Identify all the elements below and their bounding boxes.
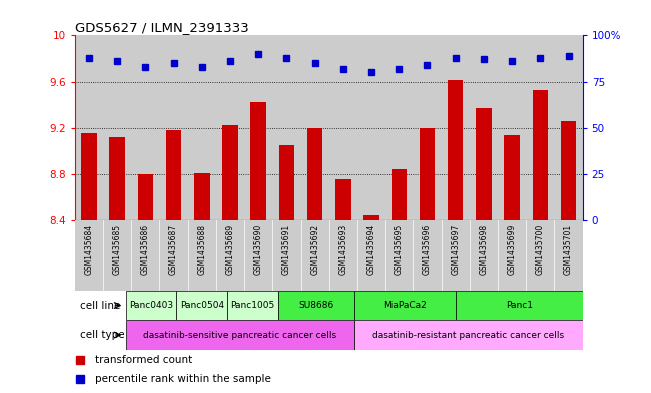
- Bar: [385, 220, 413, 291]
- Bar: [456, 291, 583, 320]
- Bar: [391, 169, 407, 220]
- Text: Panc0504: Panc0504: [180, 301, 224, 310]
- Bar: [272, 220, 301, 291]
- Bar: [159, 220, 187, 291]
- Bar: [166, 130, 182, 220]
- Bar: [75, 35, 103, 220]
- Bar: [354, 291, 456, 320]
- Bar: [159, 35, 187, 220]
- Bar: [194, 173, 210, 220]
- Text: GSM1435688: GSM1435688: [197, 224, 206, 275]
- Bar: [329, 35, 357, 220]
- Bar: [244, 35, 272, 220]
- Bar: [441, 35, 470, 220]
- Bar: [301, 220, 329, 291]
- Text: GSM1435696: GSM1435696: [423, 224, 432, 275]
- Bar: [126, 291, 176, 320]
- Text: percentile rank within the sample: percentile rank within the sample: [95, 374, 271, 384]
- Text: GSM1435686: GSM1435686: [141, 224, 150, 275]
- Text: GSM1435684: GSM1435684: [85, 224, 94, 275]
- Text: Panc1: Panc1: [506, 301, 533, 310]
- Bar: [413, 220, 441, 291]
- Bar: [441, 220, 470, 291]
- Bar: [216, 35, 244, 220]
- Bar: [354, 320, 583, 350]
- Text: GSM1435700: GSM1435700: [536, 224, 545, 275]
- Bar: [187, 220, 216, 291]
- Bar: [357, 220, 385, 291]
- Text: GSM1435699: GSM1435699: [508, 224, 517, 275]
- Text: MiaPaCa2: MiaPaCa2: [383, 301, 427, 310]
- Bar: [75, 220, 103, 291]
- Text: Panc0403: Panc0403: [129, 301, 173, 310]
- Bar: [301, 35, 329, 220]
- Bar: [561, 121, 576, 220]
- Text: cell type: cell type: [80, 330, 124, 340]
- Bar: [279, 145, 294, 220]
- Bar: [357, 35, 385, 220]
- Bar: [137, 174, 153, 220]
- Bar: [385, 35, 413, 220]
- Text: SU8686: SU8686: [298, 301, 334, 310]
- Bar: [126, 320, 354, 350]
- Bar: [363, 215, 379, 220]
- Text: GSM1435693: GSM1435693: [339, 224, 348, 275]
- Text: Panc1005: Panc1005: [230, 301, 275, 310]
- Bar: [222, 125, 238, 220]
- Text: GSM1435697: GSM1435697: [451, 224, 460, 275]
- Bar: [448, 81, 464, 220]
- Bar: [498, 35, 526, 220]
- Text: transformed count: transformed count: [95, 354, 193, 365]
- Text: GSM1435698: GSM1435698: [479, 224, 488, 275]
- Bar: [132, 220, 159, 291]
- Bar: [244, 220, 272, 291]
- Bar: [187, 35, 216, 220]
- Bar: [278, 291, 354, 320]
- Bar: [505, 135, 520, 220]
- Text: dasatinib-sensitive pancreatic cancer cells: dasatinib-sensitive pancreatic cancer ce…: [143, 331, 337, 340]
- Bar: [272, 35, 301, 220]
- Bar: [470, 35, 498, 220]
- Text: dasatinib-resistant pancreatic cancer cells: dasatinib-resistant pancreatic cancer ce…: [372, 331, 564, 340]
- Bar: [103, 220, 132, 291]
- Text: GSM1435687: GSM1435687: [169, 224, 178, 275]
- Bar: [307, 128, 322, 220]
- Text: GSM1435691: GSM1435691: [282, 224, 291, 275]
- Bar: [176, 291, 227, 320]
- Bar: [533, 90, 548, 220]
- Text: GSM1435685: GSM1435685: [113, 224, 122, 275]
- Bar: [476, 108, 492, 220]
- Bar: [103, 35, 132, 220]
- Bar: [81, 134, 97, 220]
- Text: GSM1435692: GSM1435692: [310, 224, 319, 275]
- Text: GSM1435695: GSM1435695: [395, 224, 404, 275]
- Bar: [555, 35, 583, 220]
- Bar: [335, 178, 351, 220]
- Bar: [227, 291, 278, 320]
- Bar: [555, 220, 583, 291]
- Bar: [132, 35, 159, 220]
- Bar: [470, 220, 498, 291]
- Text: GSM1435689: GSM1435689: [225, 224, 234, 275]
- Text: GSM1435701: GSM1435701: [564, 224, 573, 275]
- Bar: [251, 102, 266, 220]
- Text: cell line: cell line: [80, 301, 120, 310]
- Text: GSM1435694: GSM1435694: [367, 224, 376, 275]
- Bar: [498, 220, 526, 291]
- Bar: [526, 35, 555, 220]
- Bar: [109, 137, 125, 220]
- Bar: [216, 220, 244, 291]
- Text: GDS5627 / ILMN_2391333: GDS5627 / ILMN_2391333: [75, 21, 249, 34]
- Bar: [413, 35, 441, 220]
- Text: GSM1435690: GSM1435690: [254, 224, 263, 275]
- Bar: [526, 220, 555, 291]
- Bar: [420, 128, 436, 220]
- Bar: [329, 220, 357, 291]
